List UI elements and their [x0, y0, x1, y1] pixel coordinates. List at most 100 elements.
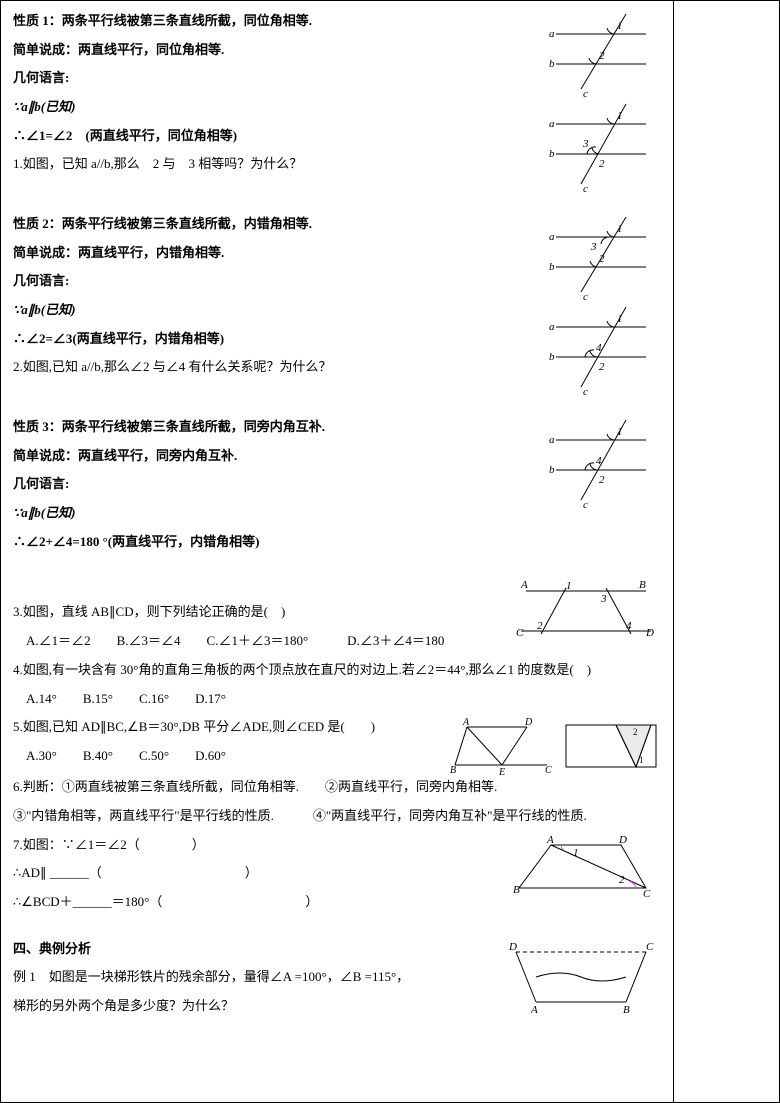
fig-label: C — [643, 888, 651, 900]
fig-label: B — [623, 1004, 630, 1016]
fig-label: D — [508, 941, 517, 953]
prop2-concl: ∴∠2=∠3(两直线平行，内错角相等) — [13, 327, 533, 352]
fig-label: a — [549, 434, 555, 446]
fig-label: c — [583, 499, 588, 510]
prop1-q1: 1.如图，已知 a//b,那么 2 与 3 相等吗？为什么？ — [13, 152, 533, 177]
fig-prop1b: a b c 1 2 3 — [541, 99, 661, 194]
fig-label: 2 — [599, 253, 605, 265]
fig-label: C — [646, 941, 654, 953]
ex1-l1: 例 1 如图是一块梯形铁片的残余部分，量得∠A =100°，∠B =115°， — [13, 965, 493, 990]
prop1-lang: 几何语言: — [13, 66, 533, 91]
fig-label: E — [498, 767, 505, 775]
fig-prop3: a b c 1 2 4 — [541, 415, 661, 510]
q5-block: 5.如图,已知 AD∥BC,∠B＝30°,DB 平分∠ADE,则∠CED 是( … — [13, 715, 661, 775]
fig-label: b — [549, 261, 555, 273]
fig-label: 3 — [600, 593, 607, 605]
fig-label: D — [645, 627, 654, 639]
fig-label: 2 — [599, 50, 605, 62]
q7-block: 7.如图：∵∠1＝∠2（ ） ∴AD∥ ______（ ） ∴∠BCD＋____… — [13, 833, 661, 919]
q3-stem: 3.如图，直线 AB∥CD，则下列结论正确的是( ) — [13, 600, 503, 625]
fig-q7: A B C D 1 2 — [511, 833, 661, 903]
fig-label: a — [549, 231, 555, 243]
fig-label: b — [549, 58, 555, 70]
fig-label: 1 — [617, 313, 623, 325]
prop3-given: ∵a∥b(已知) — [13, 501, 533, 526]
ex1-l2: 梯形的另外两个角是多少度？为什么？ — [13, 994, 493, 1019]
page: 性质 1：两条平行线被第三条直线所截，同位角相等. 简单说成：两直线平行，同位角… — [0, 0, 780, 1103]
fig-label: 1 — [573, 847, 579, 859]
fig-label: 1 — [566, 580, 572, 592]
fig-q3: A B C D 1 2 3 4 — [511, 576, 661, 646]
fig-label: A — [520, 579, 528, 591]
prop3-simple: 简单说成：两直线平行，同旁内角互补. — [13, 444, 533, 469]
fig-label: 3 — [590, 241, 597, 253]
fig-label: C — [516, 627, 524, 639]
fig-label: B — [513, 884, 520, 896]
q4-stem: 4.如图,有一块含有 30°角的直角三角板的两个顶点放在直尺的对边上.若∠2＝4… — [13, 658, 661, 683]
fig-label: 1 — [617, 426, 623, 438]
fig-label: c — [583, 386, 588, 397]
prop3-title: 性质 3：两条平行线被第三条直线所截，同旁内角互补. — [13, 415, 533, 440]
fig-label: a — [549, 321, 555, 333]
prop1-block: 性质 1：两条平行线被第三条直线所截，同位角相等. 简单说成：两直线平行，同位角… — [13, 9, 661, 194]
fig-label: 2 — [599, 158, 605, 170]
fig-label: 4 — [626, 620, 632, 632]
fig-label: D — [618, 834, 627, 846]
fig-label: 4 — [596, 342, 602, 354]
fig-label: A — [462, 717, 470, 728]
prop1-given: ∵a∥b(已知) — [13, 95, 533, 120]
fig-label: B — [450, 765, 456, 775]
prop3-lang: 几何语言: — [13, 472, 533, 497]
fig-label: b — [549, 351, 555, 363]
fig-label: A — [530, 1004, 538, 1016]
fig-label: 2 — [619, 874, 625, 886]
prop1-concl: ∴∠1=∠2 (两直线平行，同位角相等) — [13, 124, 533, 149]
q3-opts: A.∠1＝∠2 B.∠3＝∠4 C.∠1＋∠3＝180° D.∠3＋∠4＝180 — [13, 629, 503, 654]
prop1-simple: 简单说成：两直线平行，同位角相等. — [13, 38, 533, 63]
fig-label: 1 — [617, 110, 623, 122]
fig-label: c — [583, 88, 588, 99]
main-column: 性质 1：两条平行线被第三条直线所截，同位角相等. 简单说成：两直线平行，同位角… — [1, 1, 674, 1102]
prop3-block: 性质 3：两条平行线被第三条直线所截，同旁内角互补. 简单说成：两直线平行，同旁… — [13, 415, 661, 558]
fig-label: 1 — [617, 223, 623, 235]
fig-label: c — [583, 291, 588, 302]
q7-l3: ∴∠BCD＋______＝180°（ ） — [13, 890, 503, 915]
q6-l2: ③"内错角相等，两直线平行"是平行线的性质. ④"两直线平行，同旁内角互补"是平… — [13, 804, 661, 829]
q5-stem: 5.如图,已知 AD∥BC,∠B＝30°,DB 平分∠ADE,则∠CED 是( … — [13, 715, 439, 740]
prop2-q2: 2.如图,已知 a//b,那么∠2 与∠4 有什么关系呢？为什么？ — [13, 355, 533, 380]
q7-l2: ∴AD∥ ______（ ） — [13, 861, 503, 886]
fig-q5: A B C D E — [447, 715, 557, 775]
section4-title: 四、典例分析 — [13, 937, 493, 962]
prop2-given: ∵a∥b(已知) — [13, 298, 533, 323]
q6-l1: 6.判断：①两直线被第三条直线所截，同位角相等. ②两直线平行，同旁内角相等. — [13, 775, 661, 800]
fig-label: c — [583, 183, 588, 194]
q5-opts: A.30° B.40° C.50° D.60° — [13, 744, 439, 769]
prop1-title: 性质 1：两条平行线被第三条直线所截，同位角相等. — [13, 9, 533, 34]
prop2-simple: 简单说成：两直线平行，内错角相等. — [13, 241, 533, 266]
fig-ex1: A B C D — [501, 937, 661, 1017]
prop2-lang: 几何语言: — [13, 269, 533, 294]
prop2-block: 性质 2：两条平行线被第三条直线所截，内错角相等. 简单说成：两直线平行，内错角… — [13, 212, 661, 397]
fig-label: b — [549, 464, 555, 476]
fig-label: a — [549, 28, 555, 40]
fig-label: 3 — [582, 138, 589, 150]
side-column — [674, 1, 779, 1102]
fig-prop1a: a b c 1 2 — [541, 9, 661, 99]
fig-label: D — [524, 717, 533, 728]
svg-text:1: 1 — [639, 755, 644, 765]
fig-label: 1 — [617, 20, 623, 32]
fig-label: B — [639, 579, 646, 591]
spacer — [13, 576, 503, 596]
prop3-concl: ∴∠2+∠4=180 °(两直线平行，内错角相等) — [13, 530, 533, 555]
fig-label: a — [549, 118, 555, 130]
fig-label: 2 — [599, 361, 605, 373]
fig-label: A — [546, 834, 554, 846]
q3-block: 3.如图，直线 AB∥CD，则下列结论正确的是( ) A.∠1＝∠2 B.∠3＝… — [13, 576, 661, 657]
section4-block: 四、典例分析 例 1 如图是一块梯形铁片的残余部分，量得∠A =100°，∠B … — [13, 937, 661, 1023]
fig-prop2a: a b c 1 2 3 — [541, 212, 661, 302]
q7-l1: 7.如图：∵∠1＝∠2（ ） — [13, 833, 503, 858]
svg-text:2: 2 — [633, 727, 638, 737]
fig-label: 2 — [537, 620, 543, 632]
fig-label: 4 — [596, 455, 602, 467]
fig-label: b — [549, 148, 555, 160]
